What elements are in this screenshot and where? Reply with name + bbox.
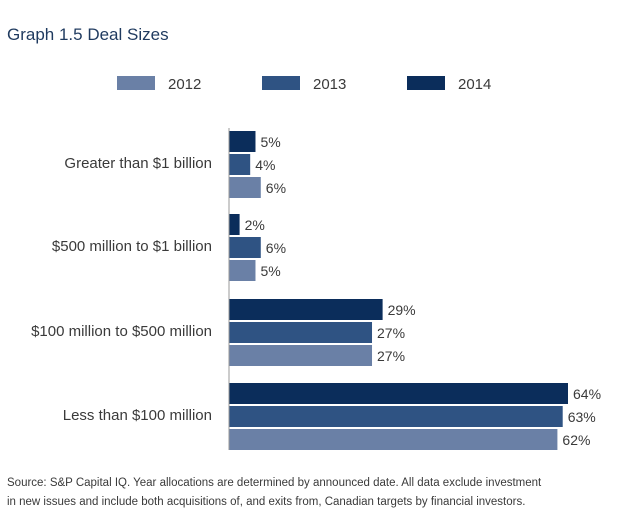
bar-2014 [229, 299, 383, 320]
value-label: 27% [377, 325, 405, 341]
source-line: in new issues and include both acquisiti… [7, 496, 525, 508]
chart-title: Graph 1.5 Deal Sizes [7, 25, 169, 44]
value-label: 6% [266, 180, 286, 196]
bar-2014 [229, 214, 240, 235]
legend-swatch-2013 [262, 76, 300, 90]
source-note: Source: S&P Capital IQ. Year allocations… [7, 477, 542, 508]
bars-group: Greater than $1 billion 5% 4% 6% $500 millio… [31, 131, 601, 450]
value-label: 62% [562, 432, 590, 448]
legend-swatch-2014 [407, 76, 445, 90]
bar-2014 [229, 131, 256, 152]
bar-2012 [229, 345, 373, 366]
legend-swatch-2012 [117, 76, 155, 90]
value-label: 5% [260, 263, 280, 279]
source-line: Source: S&P Capital IQ. Year allocations… [7, 477, 542, 489]
value-label: 27% [377, 348, 405, 364]
bar-2013 [229, 154, 251, 175]
value-label: 6% [266, 240, 286, 256]
bar-2013 [229, 237, 261, 258]
category-label: Less than $100 million [63, 407, 212, 424]
bar-2012 [229, 429, 558, 450]
bar-2013 [229, 406, 563, 427]
value-label: 4% [255, 157, 275, 173]
value-label: 29% [388, 302, 416, 318]
value-label: 2% [245, 217, 265, 233]
chart-legend: 2012 2013 2014 [117, 76, 491, 93]
legend-label-2012: 2012 [168, 76, 201, 93]
bar-2012 [229, 260, 256, 281]
category-label: $500 million to $1 billion [52, 238, 212, 255]
value-label: 64% [573, 386, 601, 402]
legend-label-2014: 2014 [458, 76, 491, 93]
bar-2012 [229, 177, 261, 198]
category-label: Greater than $1 billion [64, 155, 212, 172]
value-label: 5% [260, 134, 280, 150]
value-label: 63% [568, 409, 596, 425]
bar-2013 [229, 322, 373, 343]
category-label: $100 million to $500 million [31, 323, 212, 340]
bar-2014 [229, 383, 568, 404]
legend-label-2013: 2013 [313, 76, 346, 93]
